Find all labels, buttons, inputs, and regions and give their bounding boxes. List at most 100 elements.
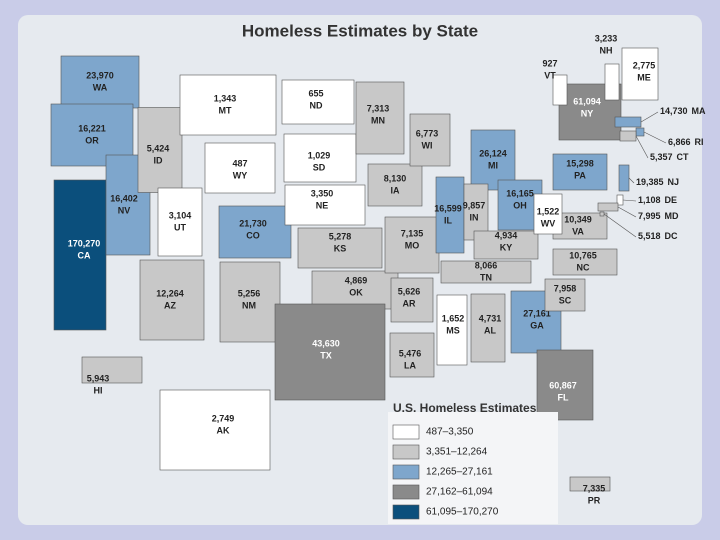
state-value: 6,773 xyxy=(416,128,439,138)
legend-swatch xyxy=(392,464,420,480)
state-abbr: NY xyxy=(581,108,594,118)
state-value: 7,335 xyxy=(583,483,606,493)
state-abbr: CO xyxy=(246,230,260,240)
state-value: 43,630 xyxy=(312,338,340,348)
state-value: 9,857 xyxy=(463,200,486,210)
map-title: Homeless Estimates by State xyxy=(242,21,478,40)
state-abbr: DE xyxy=(665,195,678,205)
state-value: 4,869 xyxy=(345,275,368,285)
state-value: 1,108 xyxy=(638,195,661,205)
state-abbr: MI xyxy=(488,160,498,170)
state-abbr: CA xyxy=(78,250,91,260)
state-value: 5,256 xyxy=(238,288,261,298)
state-abbr: ME xyxy=(637,72,651,82)
state-shape xyxy=(384,216,440,274)
state-shape xyxy=(60,55,140,109)
state-abbr: WV xyxy=(541,218,556,228)
state-value: 60,867 xyxy=(549,380,577,390)
state-shape xyxy=(436,294,468,366)
legend-label: 27,162–61,094 xyxy=(426,487,493,498)
state-shape xyxy=(179,74,277,136)
state-shape xyxy=(367,163,423,207)
state-shape xyxy=(552,248,618,276)
leader-line xyxy=(617,206,637,218)
state-abbr: MT xyxy=(219,105,232,115)
state-abbr: GA xyxy=(530,320,544,330)
state-value: 7,135 xyxy=(401,228,424,238)
state-value: 12,264 xyxy=(156,288,184,298)
state-abbr: CT xyxy=(677,152,689,162)
state-abbr: TN xyxy=(480,272,492,282)
state-value: 5,476 xyxy=(399,348,422,358)
state-shape xyxy=(311,270,399,310)
state-shape xyxy=(569,476,611,492)
state-abbr: SC xyxy=(559,295,572,305)
state-label: 1,108 DE xyxy=(638,195,677,205)
leader-line xyxy=(635,135,649,159)
state-shape xyxy=(281,79,355,125)
state-shape xyxy=(435,176,465,254)
state-shape xyxy=(219,261,281,343)
state-value: 7,313 xyxy=(367,103,390,113)
state-value: 61,094 xyxy=(573,96,601,106)
state-shape xyxy=(218,205,292,259)
state-value: 1,343 xyxy=(214,93,237,103)
state-abbr: IA xyxy=(391,185,401,195)
state-value: 16,402 xyxy=(110,193,138,203)
state-abbr: ND xyxy=(310,100,323,110)
state-value: 19,385 xyxy=(636,177,664,187)
legend-label: 12,265–27,161 xyxy=(426,467,493,478)
state-value: 21,730 xyxy=(239,218,267,228)
state-value: 2,749 xyxy=(212,413,235,423)
state-shape xyxy=(473,230,539,260)
leader-line xyxy=(622,199,637,202)
state-shape xyxy=(159,389,271,471)
state-abbr: MA xyxy=(692,106,706,116)
state-value: 8,130 xyxy=(384,173,407,183)
state-value: 23,970 xyxy=(86,70,114,80)
legend-label: 3,351–12,264 xyxy=(426,447,488,458)
state-shape xyxy=(552,153,608,191)
states: 23,970 WA 16,221 OR 170,270 CA 16,402 NV 5,424 ID… xyxy=(50,33,706,505)
state-abbr: WY xyxy=(233,170,248,180)
state-abbr: SD xyxy=(313,162,326,172)
state-shape xyxy=(619,130,637,142)
state-value: 8,066 xyxy=(475,260,498,270)
state-shape xyxy=(597,202,619,212)
state-shape xyxy=(635,127,645,137)
state-value: 4,934 xyxy=(495,230,518,240)
state-shape xyxy=(599,211,605,217)
state-abbr: HI xyxy=(94,385,103,395)
state-value: 16,599 xyxy=(434,203,462,213)
state-value: 15,298 xyxy=(566,158,594,168)
legend-title: U.S. Homeless Estimates xyxy=(393,401,537,415)
state-abbr: LA xyxy=(404,360,416,370)
state-abbr: RI xyxy=(695,137,704,147)
state-abbr: MO xyxy=(405,240,420,250)
state-value: 170,270 xyxy=(68,238,101,248)
state-abbr: NV xyxy=(118,205,131,215)
state-value: 655 xyxy=(308,88,323,98)
leader-line xyxy=(603,213,637,238)
state-abbr: FL xyxy=(558,392,569,402)
state-shape xyxy=(137,107,183,193)
state-abbr: AL xyxy=(484,325,496,335)
legend-swatch xyxy=(392,424,420,440)
state-abbr: NC xyxy=(577,262,590,272)
state-value: 26,124 xyxy=(479,148,507,158)
state-value: 16,165 xyxy=(506,188,534,198)
leader-line xyxy=(643,131,667,144)
state-value: 3,233 xyxy=(595,33,618,43)
state-abbr: VT xyxy=(544,70,556,80)
state-shape xyxy=(536,349,594,421)
legend-swatch xyxy=(392,484,420,500)
state-abbr: ID xyxy=(154,155,164,165)
state-abbr: PA xyxy=(574,170,586,180)
state-value: 2,775 xyxy=(633,60,656,70)
state-shape xyxy=(157,187,203,257)
state-abbr: WA xyxy=(93,82,108,92)
state-abbr: MD xyxy=(665,211,679,221)
state-shape xyxy=(533,193,563,235)
leader-line xyxy=(628,177,635,184)
